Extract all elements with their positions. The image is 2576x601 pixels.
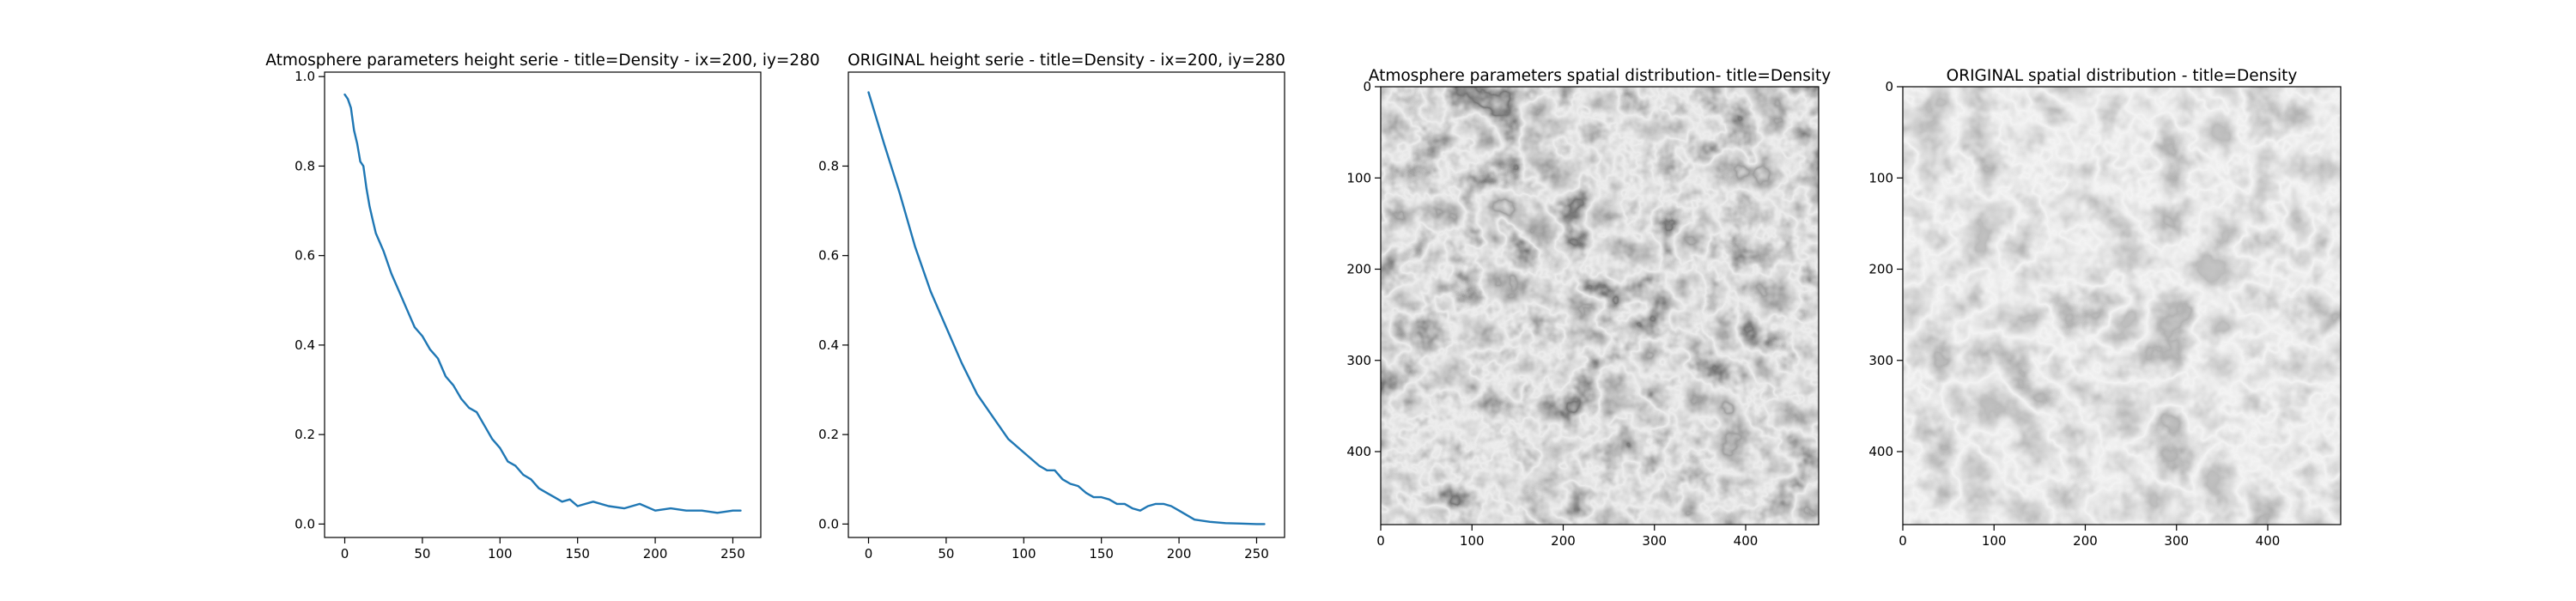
y-tick-label: 100 <box>1868 170 1893 185</box>
chart-title: Atmosphere parameters height serie - tit… <box>265 52 820 70</box>
chart-title: ORIGINAL spatial distribution - title=De… <box>1947 67 2298 85</box>
image-frame <box>1380 86 1820 525</box>
chart-title: ORIGINAL height serie - title=Density - … <box>848 52 1285 70</box>
y-tick-label: 1.0 <box>295 69 315 84</box>
x-tick-label: 300 <box>2164 533 2189 549</box>
y-tick-label: 0.4 <box>295 337 315 353</box>
x-tick-label: 0 <box>865 546 873 562</box>
y-tick-label: 400 <box>1868 444 1893 459</box>
x-tick-label: 200 <box>643 546 668 562</box>
x-tick-label: 250 <box>720 546 745 562</box>
chart-title: Atmosphere parameters spatial distributi… <box>1369 67 1832 85</box>
x-tick-label: 150 <box>1089 546 1114 562</box>
x-tick-label: 100 <box>1460 533 1485 549</box>
x-tick-label: 200 <box>2073 533 2098 549</box>
x-tick-label: 0 <box>341 546 349 562</box>
y-tick-label: 100 <box>1346 170 1371 185</box>
x-tick-label: 200 <box>1551 533 1576 549</box>
y-tick-label: 0.8 <box>818 158 839 173</box>
x-tick-label: 250 <box>1244 546 1269 562</box>
y-tick-label: 0.6 <box>818 248 839 264</box>
y-tick-label: 0.6 <box>295 248 315 264</box>
x-tick-label: 50 <box>938 546 954 562</box>
series-line <box>343 93 742 514</box>
chart-left-image: Atmosphere parameters spatial distributi… <box>1346 67 1831 549</box>
chart-right-image: ORIGINAL spatial distribution - title=De… <box>1868 67 2342 549</box>
x-tick-label: 0 <box>1376 533 1385 549</box>
x-tick-label: 150 <box>565 546 590 562</box>
y-tick-label: 0.2 <box>295 427 315 442</box>
x-tick-label: 100 <box>1012 546 1036 562</box>
x-tick-label: 400 <box>1734 533 1759 549</box>
y-tick-label: 300 <box>1346 353 1371 368</box>
y-tick-label: 200 <box>1346 262 1371 277</box>
y-tick-label: 400 <box>1346 444 1371 459</box>
x-tick-label: 300 <box>1642 533 1667 549</box>
x-tick-label: 100 <box>1982 533 2007 549</box>
x-tick-label: 400 <box>2256 533 2281 549</box>
x-tick-label: 100 <box>488 546 513 562</box>
y-tick-label: 0.2 <box>818 427 839 442</box>
x-tick-label: 50 <box>414 546 430 562</box>
series-line <box>867 91 1266 525</box>
chart-mid-line: ORIGINAL height serie - title=Density - … <box>818 52 1285 562</box>
chart-left-line: Atmosphere parameters height serie - tit… <box>265 52 820 562</box>
y-tick-label: 300 <box>1868 353 1893 368</box>
y-tick-label: 0 <box>1363 79 1371 94</box>
y-tick-label: 200 <box>1868 262 1893 277</box>
plot-frame <box>324 71 762 538</box>
x-tick-label: 0 <box>1899 533 1907 549</box>
image-frame <box>1902 86 2342 525</box>
y-tick-label: 0.0 <box>295 516 315 531</box>
y-tick-label: 0.4 <box>818 337 839 353</box>
x-tick-label: 200 <box>1167 546 1192 562</box>
y-tick-label: 0.8 <box>295 158 315 173</box>
density-image <box>1903 87 2341 525</box>
y-tick-label: 0 <box>1885 79 1893 94</box>
y-tick-label: 0.0 <box>818 516 839 531</box>
density-image <box>1381 87 1819 525</box>
plot-frame <box>848 71 1285 538</box>
